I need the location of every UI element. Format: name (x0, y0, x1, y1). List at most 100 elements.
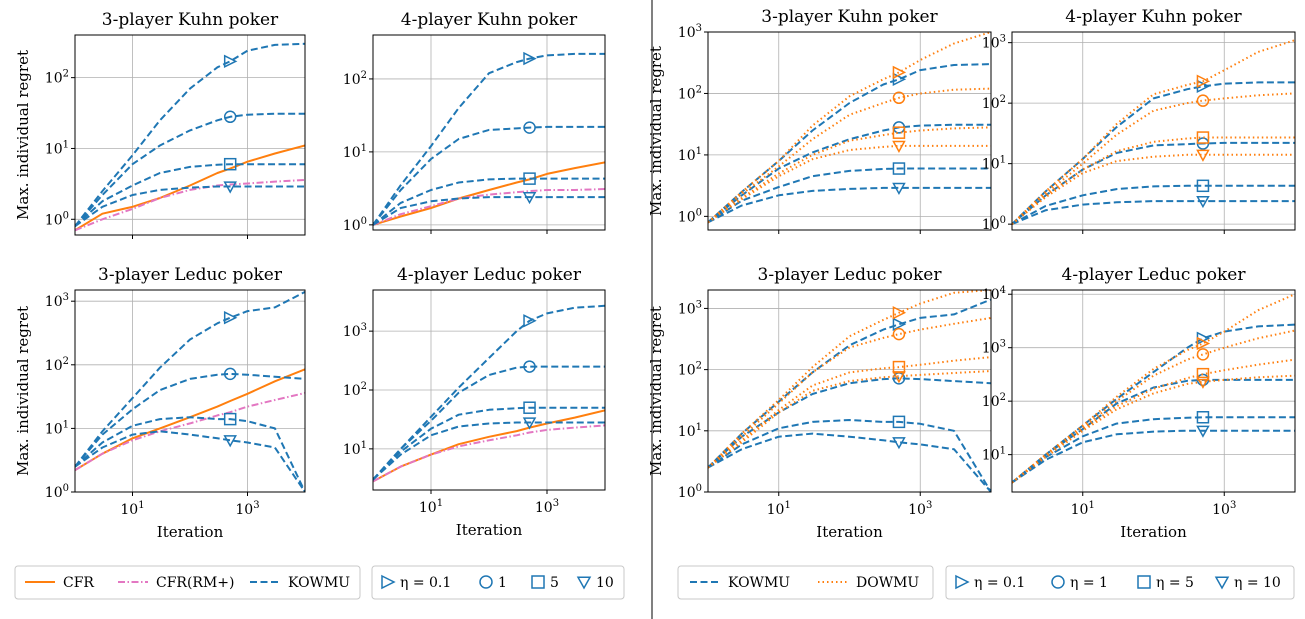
series-marker-3 (892, 162, 906, 175)
y-tick-label: 101 (45, 419, 69, 437)
series-line-6 (708, 316, 991, 469)
y-axis-label: Max. individual regret (647, 46, 665, 216)
y-tick-label: 102 (982, 392, 1006, 410)
legend-eta-1-marker (479, 575, 493, 589)
series-line-4 (1012, 200, 1295, 226)
series-marker-6 (892, 91, 906, 105)
series-marker-5 (223, 157, 237, 171)
series-line-6 (373, 421, 605, 481)
y-tick-label: 102 (343, 70, 367, 88)
legend-eta-01-marker (381, 574, 396, 590)
legend-cfr-label: CFR (63, 575, 94, 591)
series-marker-7 (892, 360, 906, 374)
series-group (373, 51, 605, 226)
x-axis-label: Iteration (1120, 523, 1187, 541)
axes-frame (707, 289, 992, 493)
series-marker-1 (892, 72, 907, 87)
series-line-5 (708, 290, 991, 469)
series-marker-7 (892, 126, 906, 139)
series-marker-3 (223, 54, 238, 69)
series-marker-6 (522, 417, 537, 430)
series-line-7 (708, 126, 991, 224)
y-tick-label: 101 (45, 139, 69, 157)
y-tick-label: 101 (343, 440, 367, 458)
subplot-4: 4-player Leduc poker 101 102 103 101 103 Itera… (343, 265, 606, 539)
series-marker-3 (1196, 411, 1210, 424)
subplot-1: 3-player Kuhn poker 100 101 102 Max. individ… (14, 10, 306, 239)
series-line-3 (1012, 416, 1295, 484)
series-line-4 (708, 186, 991, 224)
series-marker-4 (892, 437, 906, 450)
subplot-8: 4-player Leduc poker 101 102 103 104 101 103 It… (982, 265, 1296, 541)
subplot-2: 4-player Kuhn poker 100 101 102 (343, 10, 606, 234)
series-marker-8 (1196, 149, 1210, 162)
legend-right-eta-1-marker (1051, 575, 1065, 589)
legend-right-eta-10-marker (1214, 576, 1230, 590)
subplot-7: 3-player Leduc poker 100 101 102 103 101 103 It… (647, 265, 992, 541)
series-line-1 (708, 298, 991, 469)
series-line-5 (708, 32, 991, 224)
series-marker-3 (223, 310, 238, 325)
series-line-2 (75, 392, 305, 472)
series-line-5 (373, 177, 605, 226)
subplot-title: 4-player Kuhn poker (401, 10, 578, 30)
legend-eta-5-marker (531, 575, 545, 589)
series-marker-3 (1196, 179, 1210, 193)
series-line-2 (1012, 141, 1295, 225)
legend-eta-5-label: 5 (550, 575, 559, 591)
y-tick-label: 103 (982, 34, 1006, 52)
series-line-3 (708, 419, 991, 492)
series-line-2 (708, 123, 991, 224)
x-tick-label: 103 (535, 498, 559, 516)
series-line-6 (75, 185, 305, 228)
series-marker-4 (223, 367, 237, 381)
series-line-8 (708, 144, 991, 224)
series-marker-4 (1196, 195, 1210, 209)
series-group (373, 304, 605, 483)
legend-right-lines (677, 565, 934, 600)
legend-cfr-rmplus-label: CFR(RM+) (156, 575, 235, 591)
subplot-title: 3-player Kuhn poker (761, 7, 938, 27)
series-line-3 (708, 167, 991, 224)
y-axis-label: Max. individual regret (14, 306, 32, 476)
series-group (1012, 293, 1295, 484)
y-axis-label: Max. individual regret (647, 306, 665, 476)
series-line-3 (373, 52, 605, 226)
y-tick-label: 101 (982, 155, 1006, 173)
legend-right-eta-10-label: η = 10 (1234, 575, 1281, 591)
series-line-1 (75, 368, 305, 472)
subplot-title: 4-player Leduc poker (397, 265, 582, 285)
series-marker-3 (892, 415, 906, 429)
legends-layer: CFR CFR(RM+) KOWMU η = 0.1 1 5 10 KOWMU DOWMU η =… (14, 565, 1295, 600)
series-line-1 (75, 144, 305, 232)
y-tick-label: 101 (343, 143, 367, 161)
x-tick-label: 103 (235, 500, 259, 518)
y-tick-label: 101 (678, 422, 702, 440)
series-line-3 (373, 304, 605, 481)
series-marker-5 (892, 65, 907, 80)
series-group (1012, 39, 1295, 226)
series-line-2 (708, 377, 991, 469)
series-line-3 (75, 42, 305, 227)
series-marker-1 (892, 317, 907, 332)
series-marker-4 (523, 360, 536, 373)
y-tick-label: 103 (678, 23, 702, 41)
series-line-6 (1012, 329, 1295, 484)
series-line-4 (708, 432, 991, 492)
y-tick-label: 100 (45, 210, 69, 228)
x-tick-label: 101 (1071, 500, 1095, 518)
series-group (708, 290, 991, 492)
y-tick-label: 103 (678, 299, 702, 317)
series-marker-4 (523, 121, 536, 134)
series-line-7 (708, 356, 991, 469)
series-line-1 (373, 161, 605, 226)
y-tick-label: 103 (982, 339, 1006, 357)
legend-right-markers (945, 565, 1295, 600)
legend-right-eta-01-label: η = 0.1 (974, 575, 1025, 591)
series-line-5 (75, 416, 305, 492)
y-tick-label: 104 (982, 285, 1006, 303)
x-axis-label: Iteration (157, 523, 224, 541)
x-tick-label: 101 (120, 500, 144, 518)
series-line-8 (708, 370, 991, 469)
